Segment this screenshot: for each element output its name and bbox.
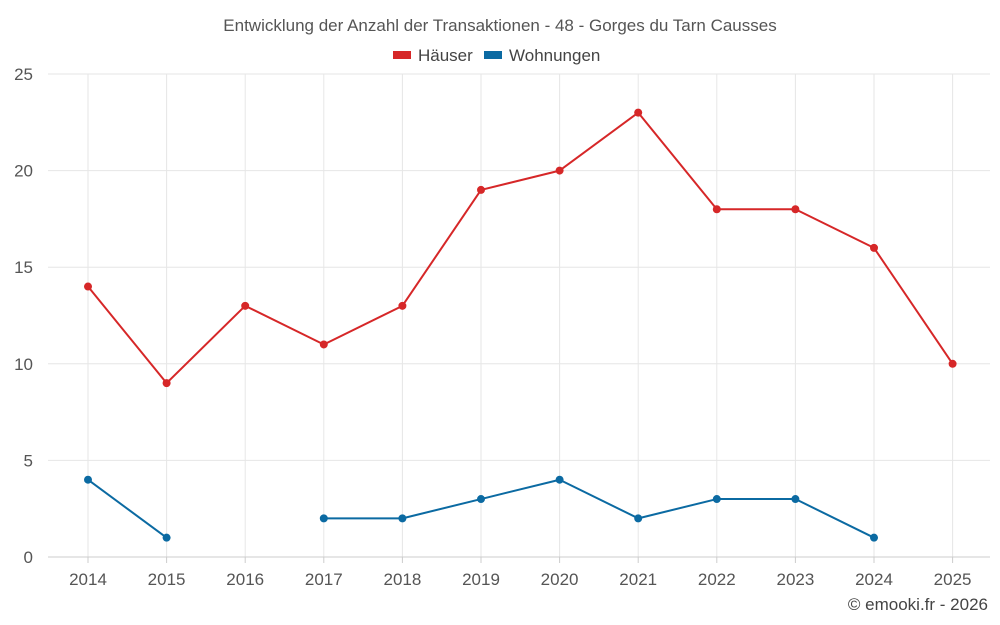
series-1-point-10 [870,533,878,542]
x-tick-label-0: 2014 [69,570,107,589]
legend-swatch-1 [484,51,502,59]
y-tick-label-2: 10 [14,355,33,374]
y-tick-label-5: 25 [14,65,33,84]
series-1-point-7 [634,514,643,523]
series-0-point-6 [555,166,564,175]
x-tick-label-5: 2019 [462,570,500,589]
series-1-point-3 [319,514,328,523]
series-1-line-0 [87,478,168,539]
series-0 [84,108,957,388]
x-axis: 2014 2015 2016 2017 2018 2019 2020 2021 2022 2023… [69,557,972,589]
chart-title: Entwicklung der Anzahl der Transaktionen… [223,16,776,35]
y-tick-label-1: 5 [24,451,33,470]
legend-label-0: Häuser [418,46,473,65]
grid [48,73,990,558]
series-0-point-1 [162,379,171,388]
x-tick-label-4: 2018 [383,570,421,589]
y-tick-label-3: 15 [14,258,33,277]
series-0-line-0 [87,111,954,385]
series-0-point-10 [870,243,878,252]
series-1-point-0 [84,475,92,484]
series-0-point-3 [319,340,328,349]
credit-text: © emooki.fr - 2026 [848,595,988,614]
series-0-point-0 [84,282,92,291]
x-tick-label-10: 2024 [855,570,893,589]
series-1-point-6 [555,475,564,484]
x-tick-label-6: 2020 [541,570,579,589]
x-tick-label-11: 2025 [934,570,972,589]
y-tick-label-4: 20 [14,162,33,181]
series-1 [84,475,878,542]
y-tick-label-0: 0 [24,548,33,567]
y-axis: 0 5 10 15 20 25 [14,65,33,567]
series-0-point-2 [241,301,250,310]
legend-label-1: Wohnungen [509,46,600,65]
series-1-point-4 [398,514,407,523]
series-0-point-5 [477,185,485,194]
series-1-point-1 [162,533,171,542]
series-0-point-9 [791,205,800,214]
x-tick-label-7: 2021 [619,570,657,589]
legend-swatch-0 [393,51,411,59]
x-tick-label-8: 2022 [698,570,736,589]
series-0-point-11 [948,359,957,368]
series-1-point-9 [791,495,800,504]
series-1-point-8 [712,495,721,504]
legend: Häuser Wohnungen [393,46,600,65]
x-tick-label-3: 2017 [305,570,343,589]
series-0-point-8 [712,205,721,214]
series-1-line-1 [323,478,875,539]
series-layer [84,108,957,542]
series-0-point-4 [398,301,407,310]
series-1-point-5 [477,495,485,504]
x-tick-label-2: 2016 [226,570,264,589]
x-tick-label-1: 2015 [148,570,186,589]
x-tick-label-9: 2023 [776,570,814,589]
series-0-point-7 [634,108,643,117]
